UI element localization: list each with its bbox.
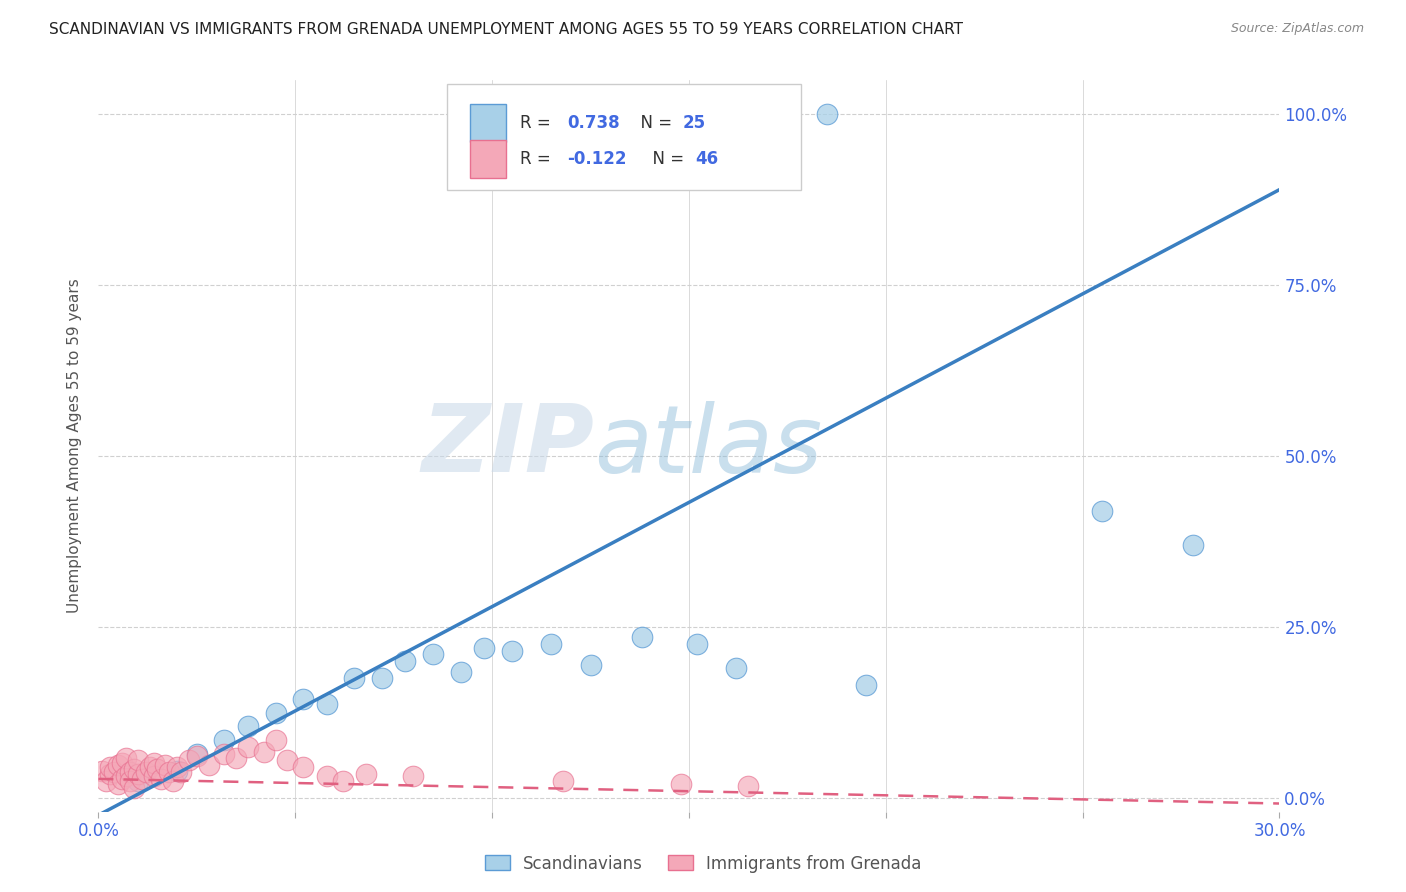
Point: [118, 774, 141, 789]
Point: [214, 747, 236, 761]
Point: [115, 751, 138, 765]
Point: [98, 760, 121, 774]
Point: [162, 774, 184, 789]
Point: [142, 756, 165, 770]
Point: [127, 774, 149, 789]
Point: [630, 631, 652, 645]
Text: 46: 46: [695, 150, 718, 168]
Point: [264, 733, 287, 747]
Text: Source: ZipAtlas.com: Source: ZipAtlas.com: [1230, 22, 1364, 36]
Point: [170, 765, 193, 780]
Point: [292, 692, 315, 706]
Point: [332, 774, 354, 789]
Point: [292, 760, 315, 774]
Text: atlas: atlas: [595, 401, 823, 491]
Point: [127, 767, 149, 781]
Text: 0.738: 0.738: [567, 114, 620, 132]
Text: 25: 25: [683, 114, 706, 132]
Point: [264, 706, 287, 720]
Point: [150, 772, 173, 786]
Text: N =: N =: [630, 114, 678, 132]
Point: [138, 760, 160, 774]
Point: [107, 777, 129, 791]
Point: [737, 779, 759, 793]
Point: [371, 672, 394, 686]
Y-axis label: Unemployment Among Ages 55 to 59 years: Unemployment Among Ages 55 to 59 years: [67, 278, 83, 614]
Text: R =: R =: [520, 150, 555, 168]
Point: [579, 657, 602, 672]
Point: [551, 774, 574, 789]
Point: [686, 637, 709, 651]
Point: [91, 764, 114, 778]
Point: [118, 765, 141, 780]
Point: [127, 754, 149, 768]
Bar: [471, 104, 506, 143]
Point: [115, 769, 138, 783]
Point: [155, 758, 177, 772]
Point: [669, 777, 692, 791]
Point: [131, 772, 153, 786]
Point: [111, 756, 134, 770]
Point: [122, 762, 145, 776]
Point: [177, 754, 200, 768]
Point: [236, 719, 259, 733]
Bar: [471, 139, 506, 178]
Point: [1091, 504, 1114, 518]
Point: [98, 767, 121, 781]
Point: [157, 765, 180, 780]
Point: [540, 637, 562, 651]
Text: SCANDINAVIAN VS IMMIGRANTS FROM GRENADA UNEMPLOYMENT AMONG AGES 55 TO 59 YEARS C: SCANDINAVIAN VS IMMIGRANTS FROM GRENADA …: [49, 22, 963, 37]
Point: [276, 754, 298, 768]
Point: [197, 758, 219, 772]
Point: [146, 762, 169, 776]
Point: [142, 769, 165, 783]
Point: [472, 640, 495, 655]
Point: [253, 745, 276, 759]
Point: [501, 644, 523, 658]
Point: [225, 751, 247, 765]
Point: [122, 780, 145, 795]
Point: [765, 107, 787, 121]
Point: [725, 661, 748, 675]
Text: -0.122: -0.122: [567, 150, 627, 168]
Point: [855, 678, 877, 692]
Point: [315, 769, 337, 783]
Point: [135, 765, 157, 780]
Point: [1181, 538, 1204, 552]
Point: [111, 772, 134, 786]
Point: [96, 774, 118, 789]
Text: N =: N =: [641, 150, 689, 168]
Point: [450, 665, 472, 679]
Point: [402, 769, 425, 783]
Point: [315, 697, 337, 711]
FancyBboxPatch shape: [447, 84, 801, 190]
Point: [186, 748, 208, 763]
Point: [186, 747, 208, 761]
Point: [166, 764, 188, 778]
Point: [394, 654, 416, 668]
Legend: Scandinavians, Immigrants from Grenada: Scandinavians, Immigrants from Grenada: [478, 848, 928, 880]
Point: [343, 672, 366, 686]
Point: [354, 767, 377, 781]
Point: [815, 107, 838, 121]
Text: ZIP: ZIP: [422, 400, 595, 492]
Point: [107, 758, 129, 772]
Point: [103, 765, 125, 780]
Text: R =: R =: [520, 114, 555, 132]
Point: [214, 733, 236, 747]
Point: [236, 739, 259, 754]
Point: [422, 648, 444, 662]
Point: [166, 760, 188, 774]
